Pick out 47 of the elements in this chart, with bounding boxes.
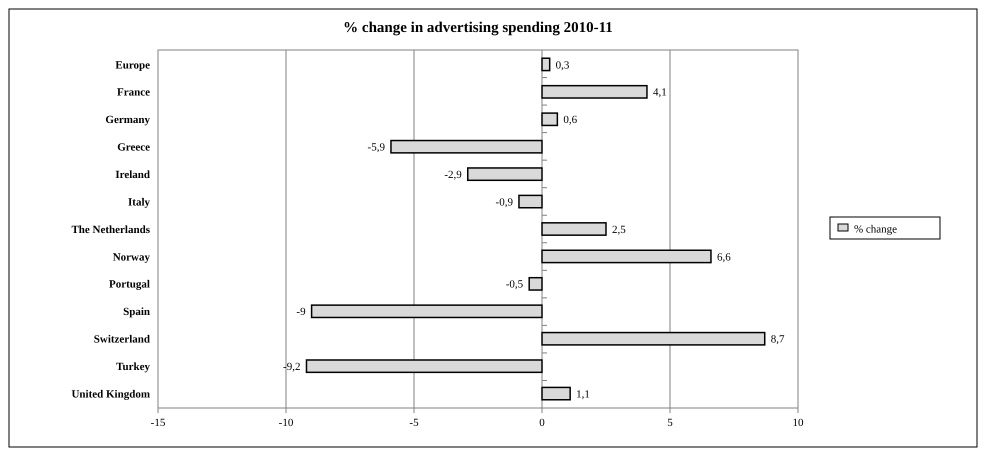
y-tick-label: France xyxy=(117,86,150,99)
y-tick-label: Norway xyxy=(112,251,150,264)
bar xyxy=(541,250,712,264)
x-tick-label: 0 xyxy=(539,417,546,429)
bar xyxy=(541,112,558,126)
data-label: 4,1 xyxy=(652,86,667,99)
bar xyxy=(528,276,543,291)
y-tick-label: United Kingdom xyxy=(71,388,150,400)
y-tick-label: Italy xyxy=(128,196,150,208)
y-tick-label: Europe xyxy=(115,59,150,72)
data-label: 0,3 xyxy=(556,59,570,72)
bar xyxy=(306,359,543,374)
y-tick-label: Switzerland xyxy=(94,334,150,346)
data-label: 0,6 xyxy=(563,114,578,126)
x-tick-label: -15 xyxy=(150,417,166,429)
y-tick-label: The Netherlands xyxy=(71,224,151,236)
data-label: 2,5 xyxy=(612,224,626,236)
bar xyxy=(310,304,543,318)
y-tick-label: Spain xyxy=(123,306,150,318)
bar xyxy=(541,222,607,236)
legend-label: % change xyxy=(854,223,898,236)
bar xyxy=(467,167,543,182)
y-tick-label: Greece xyxy=(117,142,150,154)
data-label: 1,1 xyxy=(576,388,590,400)
bar xyxy=(390,140,543,154)
bar xyxy=(541,84,648,99)
y-tick-label: Germany xyxy=(105,114,150,126)
data-label: -2,9 xyxy=(444,168,462,181)
data-label: 8,7 xyxy=(770,334,785,346)
data-label: -0,9 xyxy=(496,196,514,208)
data-label: -9 xyxy=(296,306,306,318)
y-tick-label: Portugal xyxy=(109,278,150,291)
y-tick-label: Ireland xyxy=(115,168,150,181)
x-tick-label: -10 xyxy=(278,417,294,429)
bar xyxy=(541,57,550,72)
y-tick-label: Turkey xyxy=(116,361,150,374)
data-label: 6,6 xyxy=(716,251,732,264)
bar xyxy=(518,194,543,208)
x-tick-label: 10 xyxy=(792,417,804,429)
chart-title: % change in advertising spending 2010-11 xyxy=(343,20,613,36)
x-tick-label: -5 xyxy=(409,417,420,429)
bar xyxy=(541,332,766,346)
data-label: -9,2 xyxy=(283,361,300,374)
x-tick-label: 5 xyxy=(667,417,674,429)
data-label: -0,5 xyxy=(506,278,524,291)
bar xyxy=(541,386,571,401)
data-label: -5,9 xyxy=(368,142,386,154)
